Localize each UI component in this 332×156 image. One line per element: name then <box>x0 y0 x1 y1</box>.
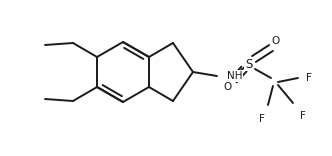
Text: F: F <box>300 111 306 121</box>
Text: O: O <box>272 36 280 46</box>
Text: S: S <box>245 58 253 71</box>
Text: F: F <box>306 73 312 83</box>
Text: F: F <box>259 114 265 124</box>
Text: NH: NH <box>227 71 242 81</box>
Text: O: O <box>224 82 232 92</box>
